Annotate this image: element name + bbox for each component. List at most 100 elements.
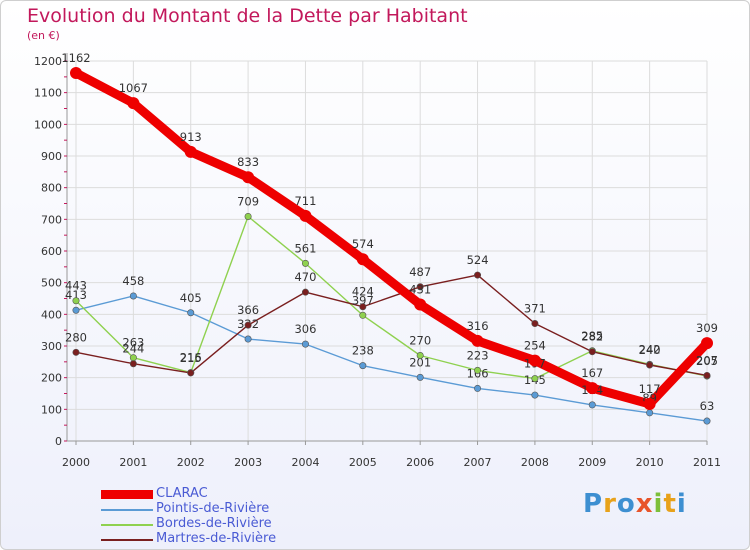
legend-swatch [101,524,153,526]
data-label: 443 [65,279,87,293]
x-tick-label: 2000 [62,456,90,469]
data-label: 913 [180,130,202,144]
data-point [359,303,367,311]
data-point [129,292,137,300]
data-point [703,417,711,425]
data-point [643,397,656,410]
chart-title: Evolution du Montant de la Dette par Hab… [27,5,468,27]
data-label: 205 [696,354,718,368]
data-label: 413 [65,288,87,302]
x-tick-label: 2010 [636,456,664,469]
legend-label: Pointis-de-Rivière [156,501,270,516]
data-point [129,360,137,368]
y-tick-label: 100 [41,403,62,416]
legend-label: CLARAC [156,486,208,501]
data-point [588,348,596,356]
data-point [531,375,539,383]
data-point [301,340,309,348]
y-tick-label: 800 [41,182,62,195]
data-point [187,369,195,377]
y-tick-label: 400 [41,308,62,321]
data-point [244,212,252,220]
data-point [646,409,654,417]
x-tick-label: 2003 [234,456,262,469]
data-label: 709 [237,194,259,208]
series-line-0 [75,295,708,422]
data-point [416,351,424,359]
data-label: 263 [122,336,144,350]
logo-letter: t [663,489,677,519]
data-label: 424 [352,285,374,299]
y-tick-label: 0 [55,435,62,448]
x-tick-label: 2008 [521,456,549,469]
data-label: 371 [524,302,546,316]
legend-swatch [101,539,153,541]
data-point [301,259,309,267]
y-tick-label: 1200 [34,55,62,68]
y-tick-label: 600 [41,245,62,258]
y-tick-label: 300 [41,340,62,353]
data-label: 431 [409,283,431,297]
chart-subtitle: (en €) [27,29,60,42]
legend-label: Bordes-de-Rivière [156,516,272,531]
data-label: 711 [294,194,316,208]
x-tick-label: 2001 [119,456,147,469]
data-label: 285 [581,329,603,343]
data-point [474,384,482,392]
series-line-3 [71,68,712,409]
data-point [244,335,252,343]
data-label: 215 [180,351,202,365]
logo-letter: i [653,489,664,519]
data-label: 366 [237,303,259,317]
data-point [359,362,367,370]
y-tick-label: 700 [41,213,62,226]
data-point [588,401,596,409]
logo-letter: r [603,489,617,519]
data-point [70,67,82,80]
data-point [72,306,80,314]
legend-swatch [101,490,153,499]
data-point [416,283,424,291]
data-label: 240 [639,343,661,357]
data-label: 397 [352,293,374,307]
data-point [187,309,195,317]
x-tick-label: 2005 [349,456,377,469]
legend-swatch [101,509,153,511]
y-tick-label: 500 [41,277,62,290]
logo-letter: o [616,489,636,519]
y-tick-label: 200 [41,372,62,385]
data-point [359,311,367,319]
data-label: 306 [294,322,316,336]
data-point [528,354,541,367]
data-label: 201 [409,355,431,369]
data-point [471,334,484,347]
data-point [586,382,599,395]
data-label: 405 [180,291,202,305]
data-point [301,288,309,296]
data-point [299,209,312,222]
data-label: 309 [696,321,718,335]
data-label: 207 [696,353,718,367]
data-label: 238 [352,344,374,358]
y-tick-label: 1100 [34,87,62,100]
data-point [184,145,197,158]
logo-letter: P [583,489,604,519]
logo-letter: x [635,489,654,519]
data-point [244,321,252,329]
x-tick-label: 2007 [464,456,492,469]
x-tick-label: 2009 [578,456,606,469]
x-tick-label: 2011 [693,456,721,469]
data-label: 282 [581,330,603,344]
x-tick-label: 2002 [177,456,205,469]
data-label: 244 [122,342,144,356]
data-point [72,297,80,305]
data-point [531,391,539,399]
data-label: 487 [409,265,431,279]
data-point [356,253,369,266]
data-point [474,271,482,279]
data-point [416,373,424,381]
data-point [701,337,713,350]
data-label: 574 [352,237,374,251]
data-label: 458 [122,274,144,288]
